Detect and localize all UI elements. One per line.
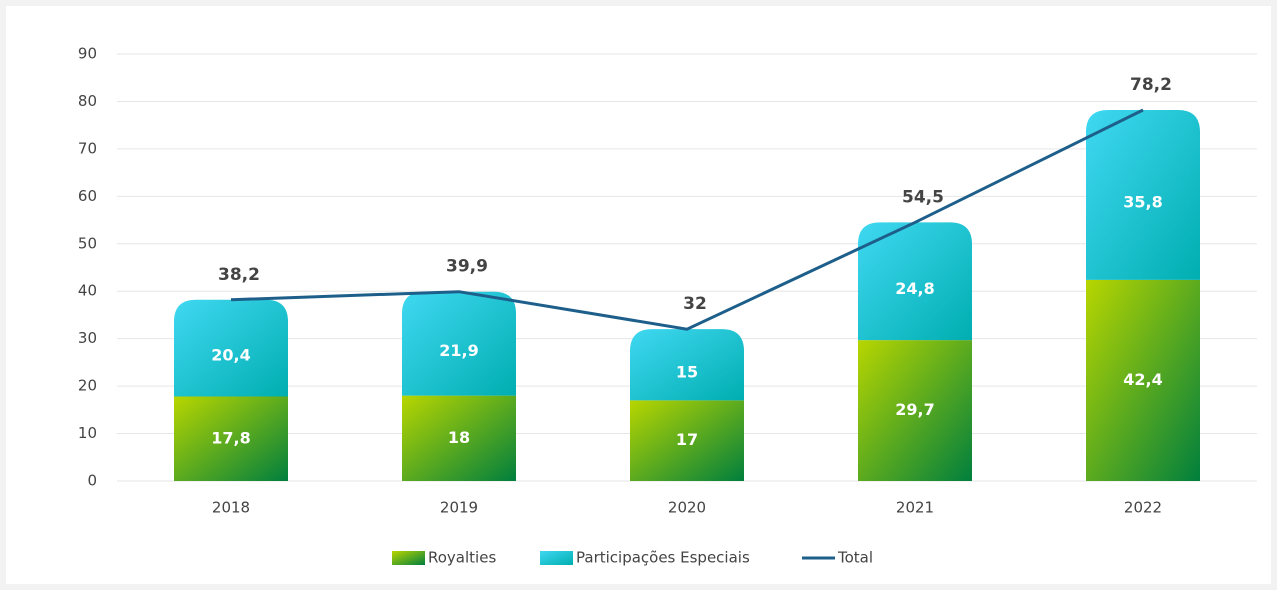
x-tick-label: 2021 <box>896 499 934 517</box>
value-label: 18 <box>448 428 470 447</box>
bar <box>858 340 972 481</box>
total-label: 32 <box>683 294 707 314</box>
total-label: 54,5 <box>902 187 944 207</box>
y-tick-label: 0 <box>87 472 97 490</box>
x-tick-label: 2022 <box>1124 499 1162 517</box>
y-tick-label: 30 <box>78 329 97 347</box>
bar <box>858 222 972 341</box>
bar <box>402 395 516 481</box>
bar <box>630 329 744 401</box>
bar <box>174 299 288 397</box>
legend-swatch <box>540 551 573 565</box>
value-label: 17,8 <box>211 428 250 447</box>
legend-label: Royalties <box>428 549 496 567</box>
value-label: 15 <box>676 362 698 381</box>
bar <box>402 291 516 396</box>
x-tick-label: 2019 <box>440 499 478 517</box>
value-label: 17 <box>676 430 698 449</box>
y-tick-label: 70 <box>78 139 97 157</box>
y-tick-label: 60 <box>78 187 97 205</box>
y-tick-label: 50 <box>78 234 97 252</box>
total-line <box>230 108 1144 331</box>
total-label: 39,9 <box>446 257 488 277</box>
y-tick-label: 80 <box>78 92 97 110</box>
value-label: 42,4 <box>1123 370 1162 389</box>
legend-swatch <box>392 551 425 565</box>
bar <box>630 400 744 481</box>
bar <box>1086 279 1200 481</box>
card <box>6 6 1271 584</box>
value-label: 29,7 <box>895 400 934 419</box>
bar <box>174 396 288 481</box>
total-label: 38,2 <box>218 265 260 285</box>
value-label: 24,8 <box>895 279 934 298</box>
y-tick-label: 40 <box>78 282 97 300</box>
value-label: 21,9 <box>439 341 478 360</box>
y-tick-label: 90 <box>78 45 97 63</box>
value-label: 20,4 <box>211 346 250 365</box>
y-tick-label: 10 <box>78 424 97 442</box>
total-label: 78,2 <box>1130 75 1172 95</box>
x-tick-label: 2018 <box>212 499 250 517</box>
bar <box>1086 109 1200 280</box>
legend-label: Total <box>837 549 873 567</box>
value-label: 35,8 <box>1123 192 1162 211</box>
legend-label: Participações Especiais <box>576 549 750 567</box>
x-tick-label: 2020 <box>668 499 706 517</box>
y-tick-label: 20 <box>78 377 97 395</box>
